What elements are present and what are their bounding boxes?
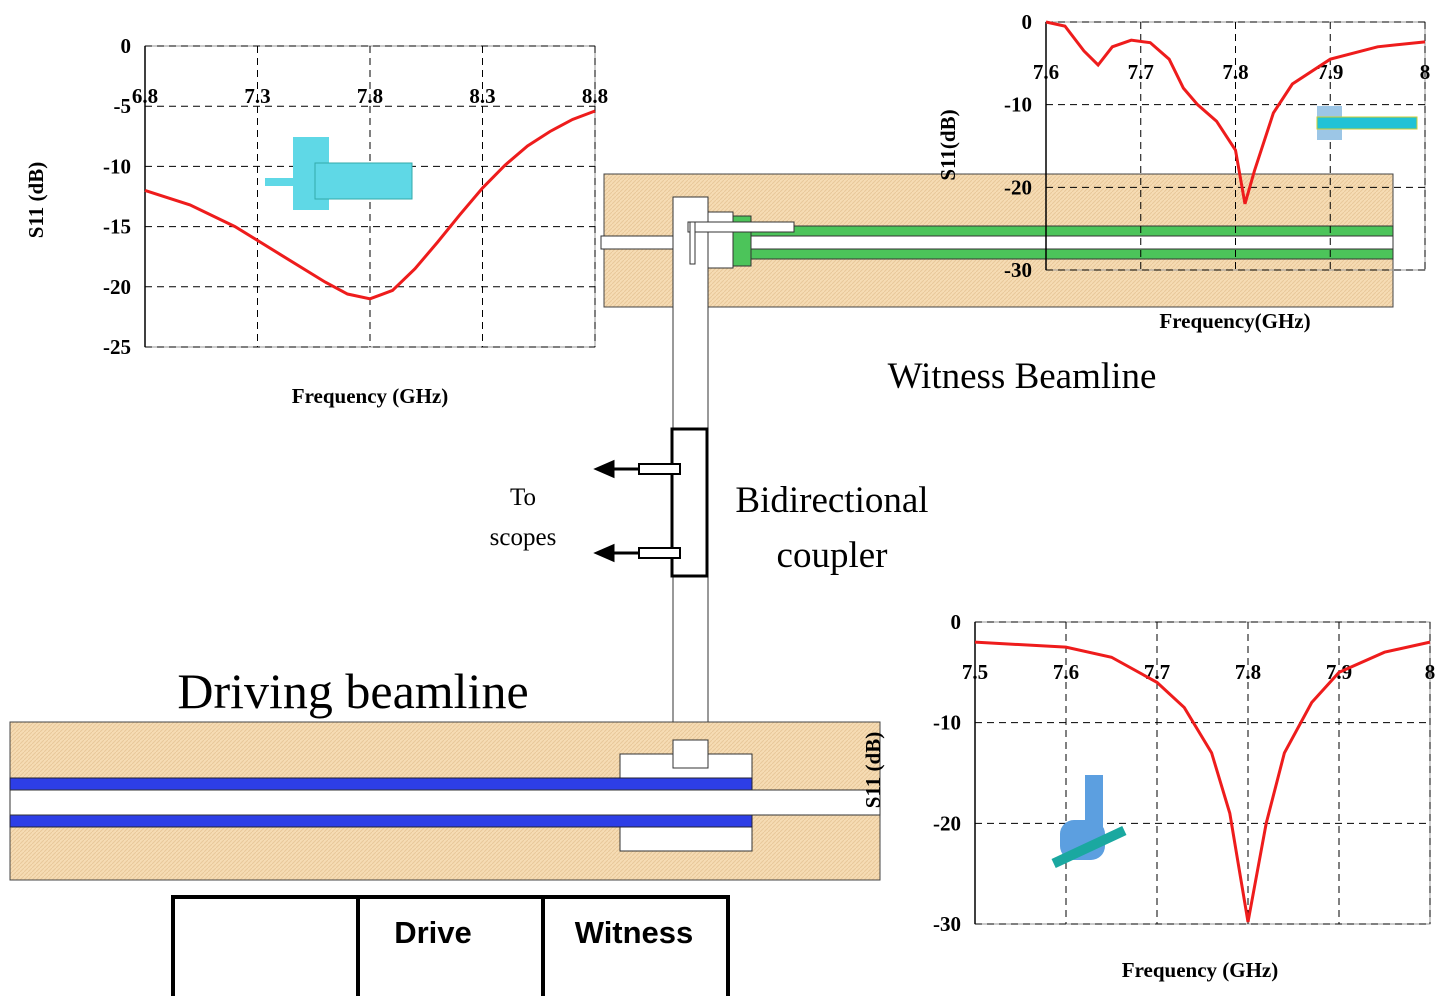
x-tick-label: 8.3 <box>469 84 495 108</box>
label: Driving beamline <box>177 663 528 719</box>
x-tick-label: 7.8 <box>357 84 383 108</box>
y-tick-label: 0 <box>951 610 962 634</box>
y-tick-label: -5 <box>114 94 132 118</box>
table-header: Witness <box>575 915 694 950</box>
driving-beamline-drawing <box>10 722 880 880</box>
label: scopes <box>490 524 557 551</box>
x-tick-label: 7.7 <box>1128 60 1154 84</box>
y-tick-label: -30 <box>933 912 961 936</box>
x-tick-label: 7.7 <box>1144 660 1170 684</box>
coupler-drawing <box>597 429 707 576</box>
x-axis-label: Frequency (GHz) <box>292 384 449 408</box>
x-tick-label: 7.6 <box>1053 660 1079 684</box>
x-axis-label: Frequency(GHz) <box>1159 309 1310 333</box>
icon-2 <box>1317 106 1417 140</box>
x-tick-label: 7.8 <box>1222 60 1248 84</box>
icon-1 <box>265 137 412 210</box>
x-axis-label: Frequency (GHz) <box>1122 958 1279 982</box>
y-tick-label: -10 <box>1004 93 1032 117</box>
x-tick-label: 8.8 <box>582 84 608 108</box>
y-tick-label: -30 <box>1004 258 1032 282</box>
y-tick-label: -10 <box>933 711 961 735</box>
page: 0-5-10-15-20-256.87.37.88.38.8Frequency … <box>0 0 1437 996</box>
y-axis-label: S11(dB) <box>936 109 960 180</box>
table: Drive Witness <box>173 897 728 996</box>
y-tick-label: -10 <box>103 154 131 178</box>
x-tick-label: 7.8 <box>1235 660 1261 684</box>
y-tick-label: -20 <box>1004 175 1032 199</box>
x-tick-label: 8 <box>1425 660 1436 684</box>
y-tick-label: 0 <box>1022 10 1033 34</box>
table-header: Drive <box>394 915 472 950</box>
label: coupler <box>777 535 888 576</box>
y-tick-label: -20 <box>933 811 961 835</box>
label: Bidirectional <box>735 480 928 521</box>
y-tick-label: -20 <box>103 275 131 299</box>
label: Witness Beamline <box>888 356 1157 397</box>
y-tick-label: 0 <box>121 34 132 58</box>
label: To <box>510 484 536 511</box>
y-axis-label: S11 (dB) <box>861 732 885 808</box>
y-tick-label: -15 <box>103 215 131 239</box>
x-tick-label: 8 <box>1420 60 1431 84</box>
y-tick-label: -25 <box>103 335 131 359</box>
x-tick-label: 7.3 <box>244 84 270 108</box>
y-axis-label: S11 (dB) <box>24 162 48 238</box>
